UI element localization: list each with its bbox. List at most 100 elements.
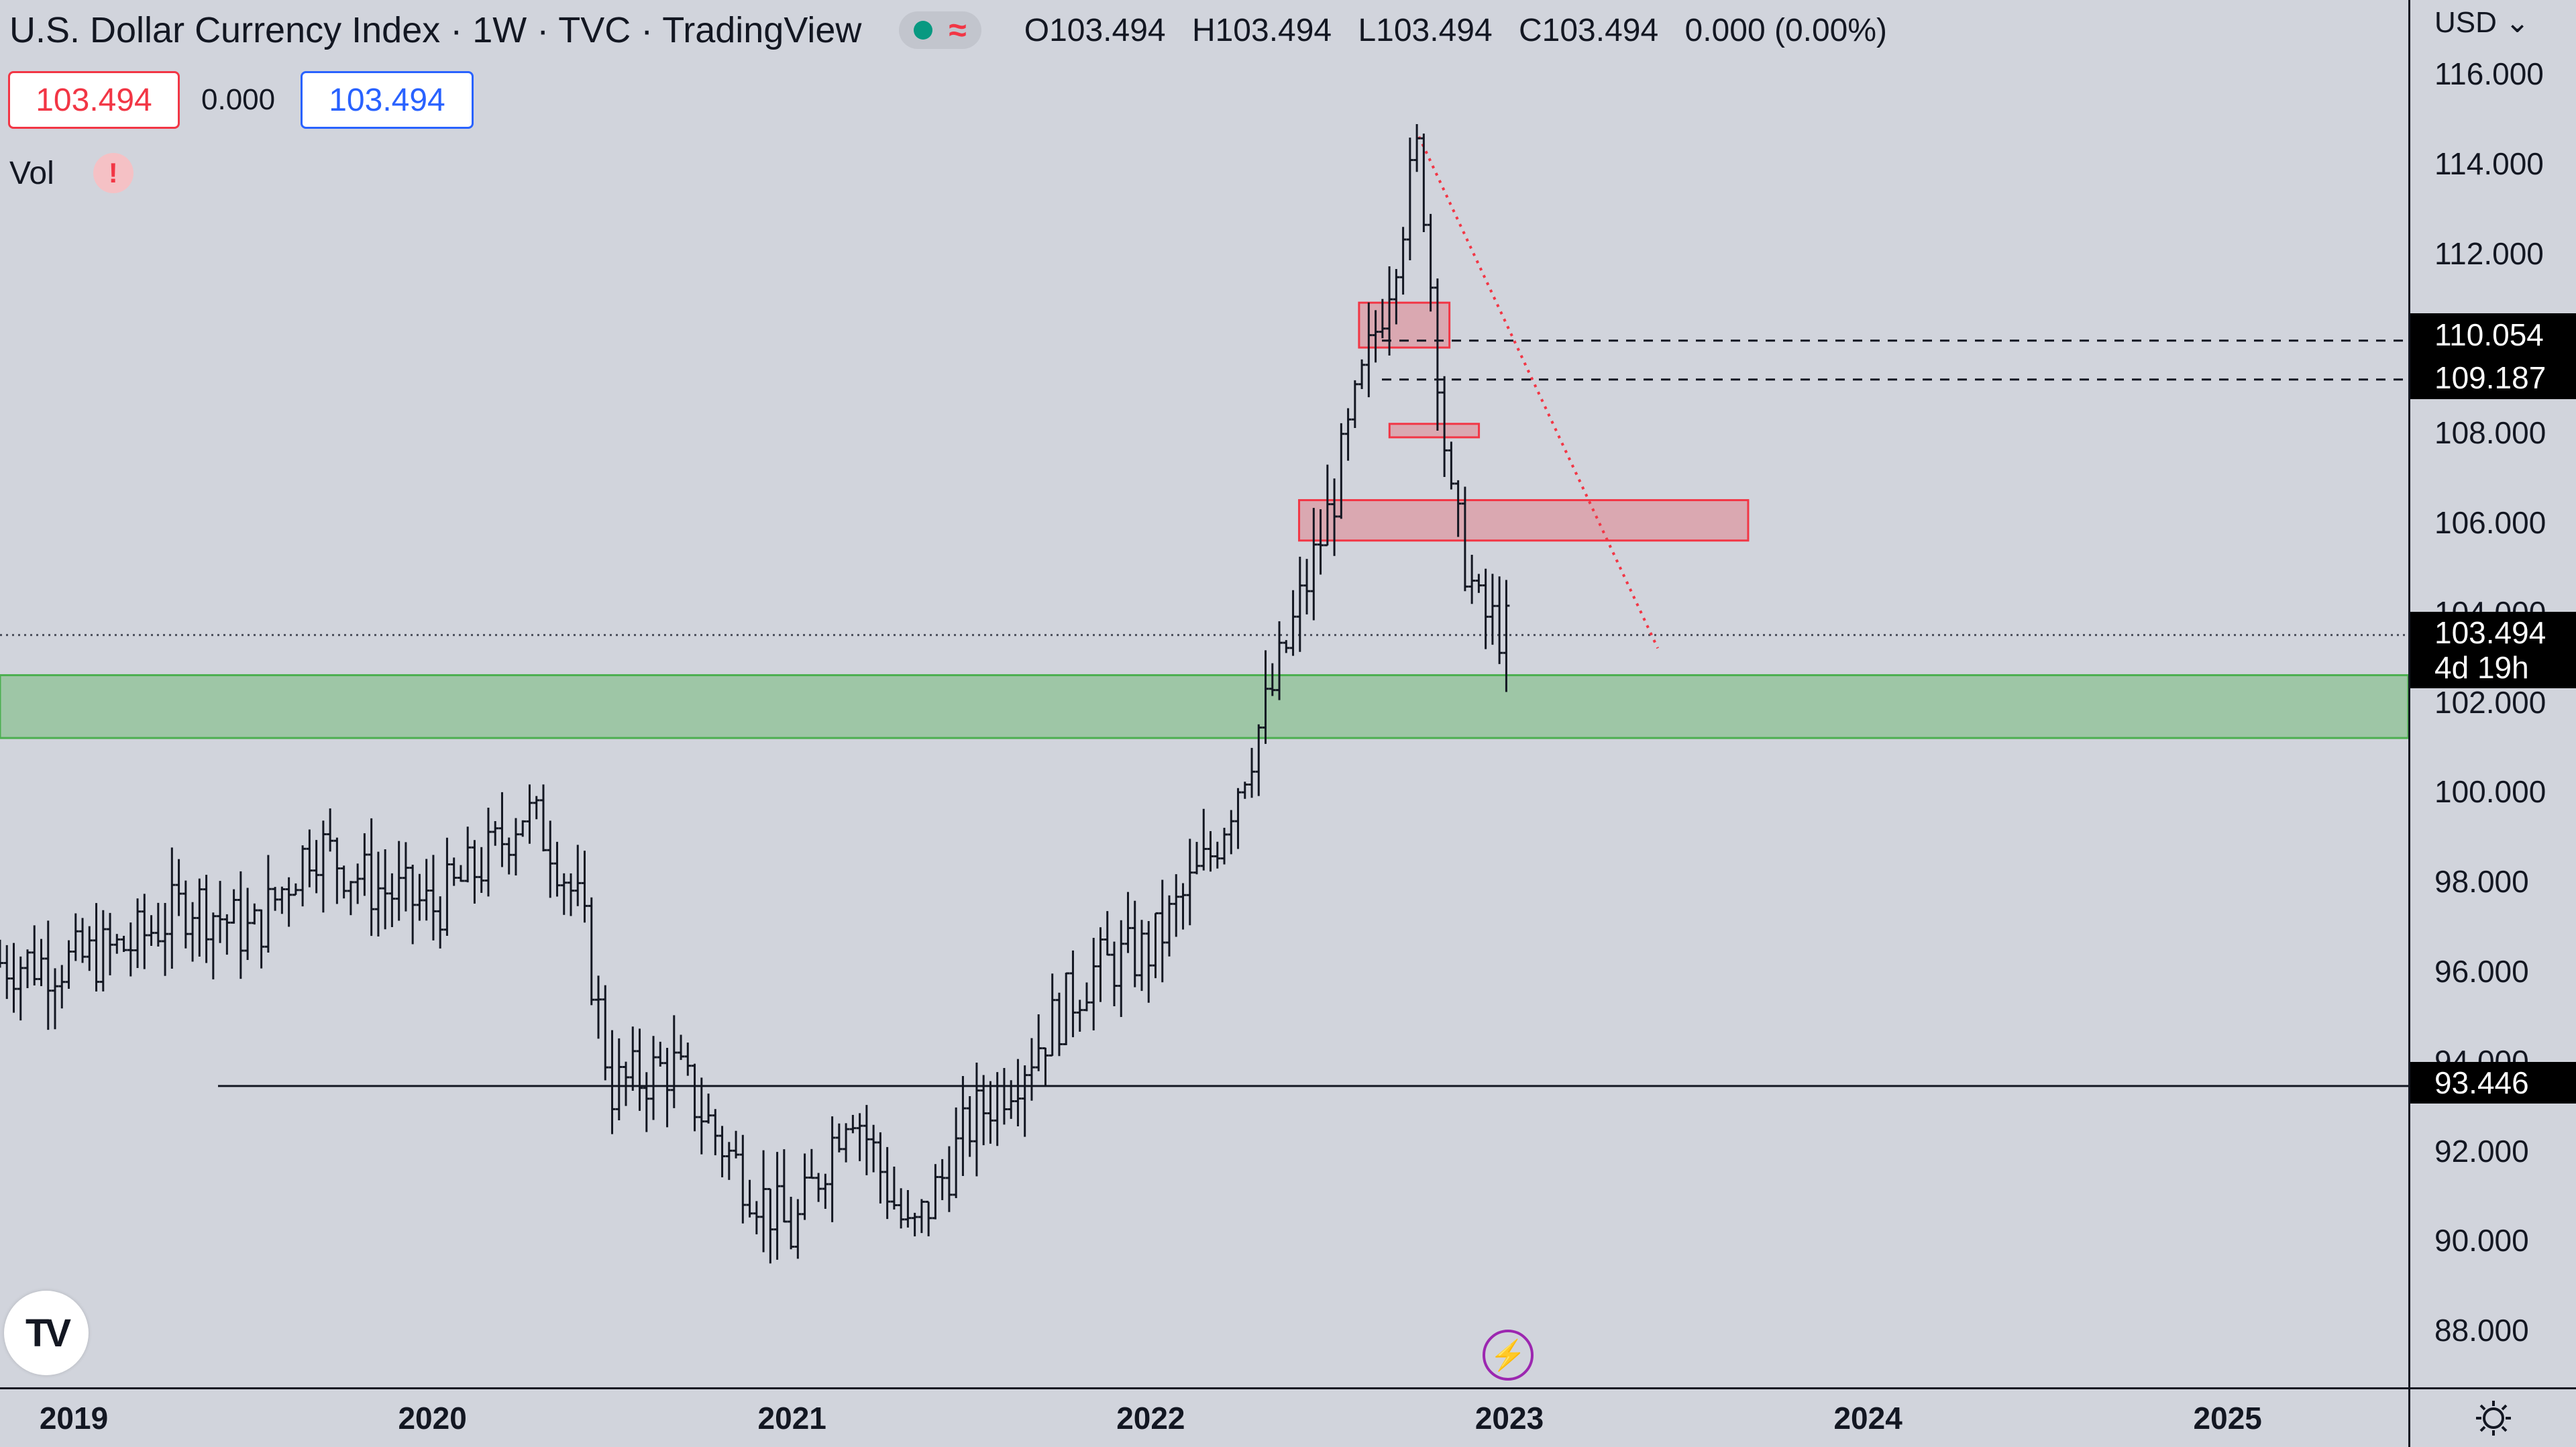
last-price: 103.494	[2434, 615, 2546, 650]
ohlc-bar	[1008, 1080, 1015, 1119]
ohlc-bar	[1166, 895, 1173, 957]
ohlc-bar	[1338, 423, 1345, 519]
ohlc-bar	[450, 857, 458, 886]
ohlc-bar	[217, 881, 224, 943]
ohlc-bar	[319, 820, 327, 913]
ohlc-bar	[877, 1132, 884, 1204]
ohlc-bar	[691, 1063, 698, 1132]
ohlc-bar	[533, 796, 540, 820]
ohlc-bar	[388, 873, 396, 928]
price-tick: 106.000	[2434, 505, 2546, 540]
ohlc-bar	[1276, 621, 1283, 700]
chart-legend: U.S. Dollar Currency Index · 1W · TVC · …	[9, 9, 1904, 51]
year-label: 2022	[1116, 1401, 1185, 1436]
ohlc-bar	[1475, 574, 1483, 593]
ohlc-bar	[437, 896, 444, 949]
ohlc-bar	[608, 1030, 616, 1134]
gear-icon[interactable]	[2473, 1398, 2514, 1438]
tradingview-logo-icon[interactable]: TV	[4, 1291, 89, 1375]
ohlc-bar	[918, 1199, 925, 1234]
ohlc-bar	[657, 1041, 664, 1067]
ohlc-bar	[209, 912, 217, 979]
ohlc-bar	[1035, 1014, 1042, 1071]
ohlc-bar	[457, 865, 464, 882]
ohlc-bar	[162, 903, 169, 976]
sell-button[interactable]: 103.494	[8, 71, 180, 129]
ohlc-bar	[251, 903, 258, 925]
ohlc-bar	[292, 883, 299, 896]
ohlc-bar	[93, 903, 100, 992]
ohlc-bar	[808, 1148, 815, 1179]
price-tick: 96.000	[2434, 954, 2529, 989]
ohlc-bar	[1310, 508, 1318, 621]
ohlc-bar	[1427, 213, 1434, 312]
ohlc-bar	[643, 1072, 650, 1132]
ohlc-bar	[1069, 950, 1077, 1038]
ohlc-bar	[1289, 590, 1297, 656]
ohlc-bar	[505, 837, 513, 875]
level-tag-110: 110.054	[2410, 313, 2576, 356]
ohlc-bar	[636, 1028, 643, 1111]
ohlc-bar	[1420, 133, 1428, 232]
ohlc-bar	[890, 1167, 898, 1210]
ohlc-bar	[382, 849, 389, 930]
ohlc-bar	[168, 847, 176, 969]
ohlc-bar	[1193, 841, 1201, 875]
ohlc-bar	[1055, 992, 1063, 1057]
ohlc-bar	[815, 1173, 822, 1202]
chart-settings[interactable]	[2408, 1387, 2576, 1447]
price-tick: 102.000	[2434, 684, 2546, 720]
ohlc-bar	[1241, 782, 1248, 799]
ohlc-bar	[154, 902, 162, 947]
lightning-icon[interactable]: ⚡	[1483, 1330, 1534, 1381]
volume-indicator[interactable]: Vol !	[9, 153, 133, 193]
ohlc-bar	[650, 1036, 657, 1120]
ohlc-bar	[79, 918, 87, 963]
ohlc-bar	[794, 1199, 802, 1259]
ohlc-bar	[1186, 839, 1193, 926]
ohlc-bar	[739, 1134, 747, 1224]
price-axis[interactable]: USD ⌄ 116.000114.000112.000110.000108.00…	[2408, 0, 2576, 1389]
ohlc-bar	[498, 792, 506, 867]
ohlc-bar	[402, 842, 409, 912]
chevron-down-icon: ⌄	[2505, 6, 2530, 39]
price-chart[interactable]	[0, 0, 2408, 1389]
ohlc-bar	[1496, 576, 1503, 664]
ohlc-bar	[1152, 912, 1159, 979]
ohlc-bar	[822, 1173, 829, 1209]
ohlc-bar	[828, 1116, 836, 1222]
ohlc-bar	[1269, 663, 1276, 696]
ohlc-bar	[574, 845, 582, 906]
buy-button[interactable]: 103.494	[301, 71, 474, 129]
ohlc-bar	[725, 1142, 733, 1180]
ohlc-bar	[698, 1077, 705, 1155]
ohlc-bar	[99, 910, 107, 992]
ohlc-bar	[1358, 359, 1366, 389]
ohlc-bar	[113, 934, 121, 954]
vol-label: Vol	[9, 155, 54, 191]
market-status-pill[interactable]: ≈	[899, 11, 981, 49]
ohlc-bar	[361, 833, 368, 896]
ohlc-bar	[1482, 568, 1489, 649]
ohlc-bar	[629, 1026, 637, 1091]
ohlc-bar	[127, 922, 134, 977]
ohlc-bar	[278, 886, 286, 914]
ohlc-bar	[753, 1201, 760, 1234]
ohlc-bar	[1118, 920, 1125, 1017]
currency-selector[interactable]: USD ⌄	[2434, 5, 2530, 40]
ohlc-bar	[1255, 724, 1263, 796]
ohlc-bar	[780, 1149, 788, 1223]
high-value: H103.494	[1191, 12, 1332, 48]
ohlc-bar	[10, 943, 17, 1013]
ohlc-bar	[1028, 1038, 1035, 1101]
currency-label: USD	[2434, 6, 2497, 39]
ohlc-bar	[1097, 927, 1104, 1002]
ohlc-bar	[264, 855, 272, 953]
symbol-title[interactable]: U.S. Dollar Currency Index · 1W · TVC · …	[9, 10, 862, 50]
chart-pane[interactable]: U.S. Dollar Currency Index · 1W · TVC · …	[0, 0, 2408, 1389]
time-axis[interactable]: 2019 2020 2021 2022 2023 2024 2025	[0, 1387, 2408, 1447]
warning-icon[interactable]: !	[93, 153, 133, 193]
ohlc-bar	[17, 956, 24, 1021]
ohlc-bar	[705, 1093, 712, 1124]
resistance-zone-1	[1388, 423, 1481, 439]
